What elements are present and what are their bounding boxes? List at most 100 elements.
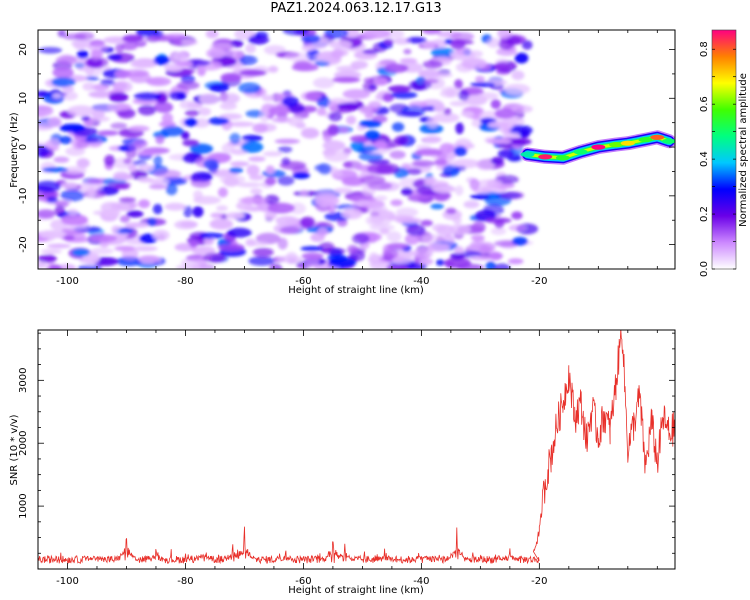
spectrogram-track-peak (650, 134, 665, 140)
spectrogram-noise-blob (371, 205, 388, 213)
spectrogram-noise-blob (444, 257, 471, 269)
spectrogram-noise-blob (87, 43, 109, 52)
spectrogram-noise-blob (271, 117, 292, 123)
spectrogram-noise-blob (324, 150, 350, 162)
spectrogram-y-axis-label: Frequency (Hz) (9, 112, 20, 188)
spectrogram-noise-blob (486, 178, 503, 189)
spectrogram-noise-blob (394, 135, 408, 145)
spectrogram-noise-blob (399, 58, 418, 64)
spectrogram-noise-blob (104, 154, 116, 166)
spectrogram-noise-blob (503, 83, 531, 95)
spectrogram-noise-blob (470, 82, 495, 88)
spectrogram-noise-blob (115, 245, 135, 252)
spectrogram-noise-blob (286, 251, 298, 262)
y-tick-label: 0 (18, 144, 29, 150)
spectrogram-noise-blob (118, 197, 136, 203)
spectrogram-noise-blob (90, 247, 114, 255)
spectrogram-noise-blob (146, 76, 172, 87)
spectrogram-noise-blob (60, 189, 85, 202)
spectrogram-noise-blob (245, 43, 256, 54)
spectrogram-noise-blob (38, 230, 67, 239)
spectrogram-noise-blob (316, 107, 327, 116)
spectrogram-noise-blob (386, 264, 409, 269)
spectrogram-noise-blob (463, 200, 480, 209)
spectrogram-noise-blob (217, 187, 228, 198)
colorbar-ramp (712, 30, 736, 269)
spectrogram-noise-blob (364, 130, 380, 141)
spectrogram-noise-blob (206, 48, 226, 59)
spectrogram-noise-blob (396, 111, 423, 117)
spectrogram-noise-blob (284, 52, 311, 62)
spectrogram-noise-blob (81, 115, 90, 121)
spectrogram-noise-blob (423, 135, 442, 144)
spectrogram-noise-blob (358, 120, 382, 128)
spectrogram-noise-blob (197, 173, 213, 181)
spectrogram-noise-blob (67, 105, 96, 117)
spectrogram-noise-blob (382, 248, 398, 260)
spectrogram-noise-blob (247, 35, 270, 45)
spectrogram-noise-blob (511, 105, 533, 113)
spectrogram-noise-blob (264, 211, 277, 220)
spectrogram-noise-blob (228, 121, 255, 127)
spectrogram-noise-blob (453, 146, 468, 157)
spectrogram-noise-blob (198, 93, 220, 105)
spectrogram-noise-blob (61, 86, 75, 92)
spectrogram-x-axis-label: Height of straight line (km) (288, 285, 424, 296)
spectrogram-noise-blob (327, 124, 339, 136)
snr-panel: -100 -80 -60 -40 -20 1000 2000 3000 Height of s… (9, 329, 676, 596)
spectrogram-noise-blob (169, 91, 187, 101)
colorbar-frame (711, 29, 737, 270)
spectrogram-noise-blob (128, 164, 138, 173)
spectrogram-noise-blob (229, 161, 250, 167)
spectrogram-noise-blob (71, 248, 90, 257)
spectrogram-noise-blob (209, 83, 230, 93)
spectrogram-noise-blob (422, 60, 443, 69)
spectrogram-noise-blob (261, 94, 275, 102)
spectrogram-noise-blob (442, 164, 461, 176)
spectrogram-noise-blob (161, 125, 184, 137)
spectrogram-noise-blob (229, 167, 244, 174)
spectrogram-noise-blob (82, 82, 95, 91)
spectrogram-noise-blob (245, 241, 269, 247)
spectrogram-noise-blob (153, 155, 163, 167)
spectrogram-noise-blob (52, 66, 74, 79)
spectrogram-noise-blob (115, 69, 131, 79)
spectrogram-noise-blob (439, 143, 455, 154)
x-tick-label: -60 (295, 276, 311, 287)
spectrogram-noise-blob (358, 105, 373, 115)
x-tick-label: -80 (177, 276, 193, 287)
spectrogram-noise-blob (225, 212, 245, 220)
spectrogram-track-peak (573, 149, 588, 155)
spectrogram-noise-blob (252, 247, 274, 257)
spectrogram-noise-blob (189, 143, 214, 154)
spectrogram-noise-blob (229, 133, 241, 145)
spectrogram-noise-blob (433, 112, 460, 123)
spectrogram-noise-blob (511, 70, 525, 81)
spectrogram-noise-blob (512, 236, 528, 246)
spectrogram-noise-blob (133, 92, 162, 101)
spectrogram-noise-blob (192, 206, 204, 218)
spectrogram-noise-blob (47, 243, 72, 249)
spectrogram-noise-blob (362, 49, 380, 55)
spectrogram-noise-blob (443, 108, 452, 115)
spectrogram-noise-blob (252, 123, 268, 134)
spectrogram-track-peak (638, 137, 653, 143)
spectrogram-noise-blob (400, 187, 413, 196)
spectrogram-noise-blob (123, 158, 132, 165)
spectrogram-noise-blob (38, 261, 47, 269)
spectrogram-noise-blob (356, 199, 370, 206)
spectrogram-noise-blob (277, 146, 293, 153)
spectrogram-noise-blob (342, 89, 371, 100)
spectrogram-noise-blob (370, 214, 385, 224)
spectrogram-noise-blob (345, 115, 357, 125)
spectrogram-noise-blob (269, 263, 283, 269)
spectrogram-noise-blob (426, 243, 450, 252)
spectrogram-noise-blob (132, 159, 148, 166)
spectrogram-noise-blob (367, 181, 393, 191)
spectrogram-noise-blob (277, 237, 288, 250)
snr-series-line (38, 330, 675, 565)
spectrogram-noise-blob (76, 50, 89, 59)
spectrogram-noise-blob (128, 125, 150, 132)
spectrogram-noise-blob (453, 246, 464, 254)
spectrogram-noise-blob (41, 249, 62, 254)
